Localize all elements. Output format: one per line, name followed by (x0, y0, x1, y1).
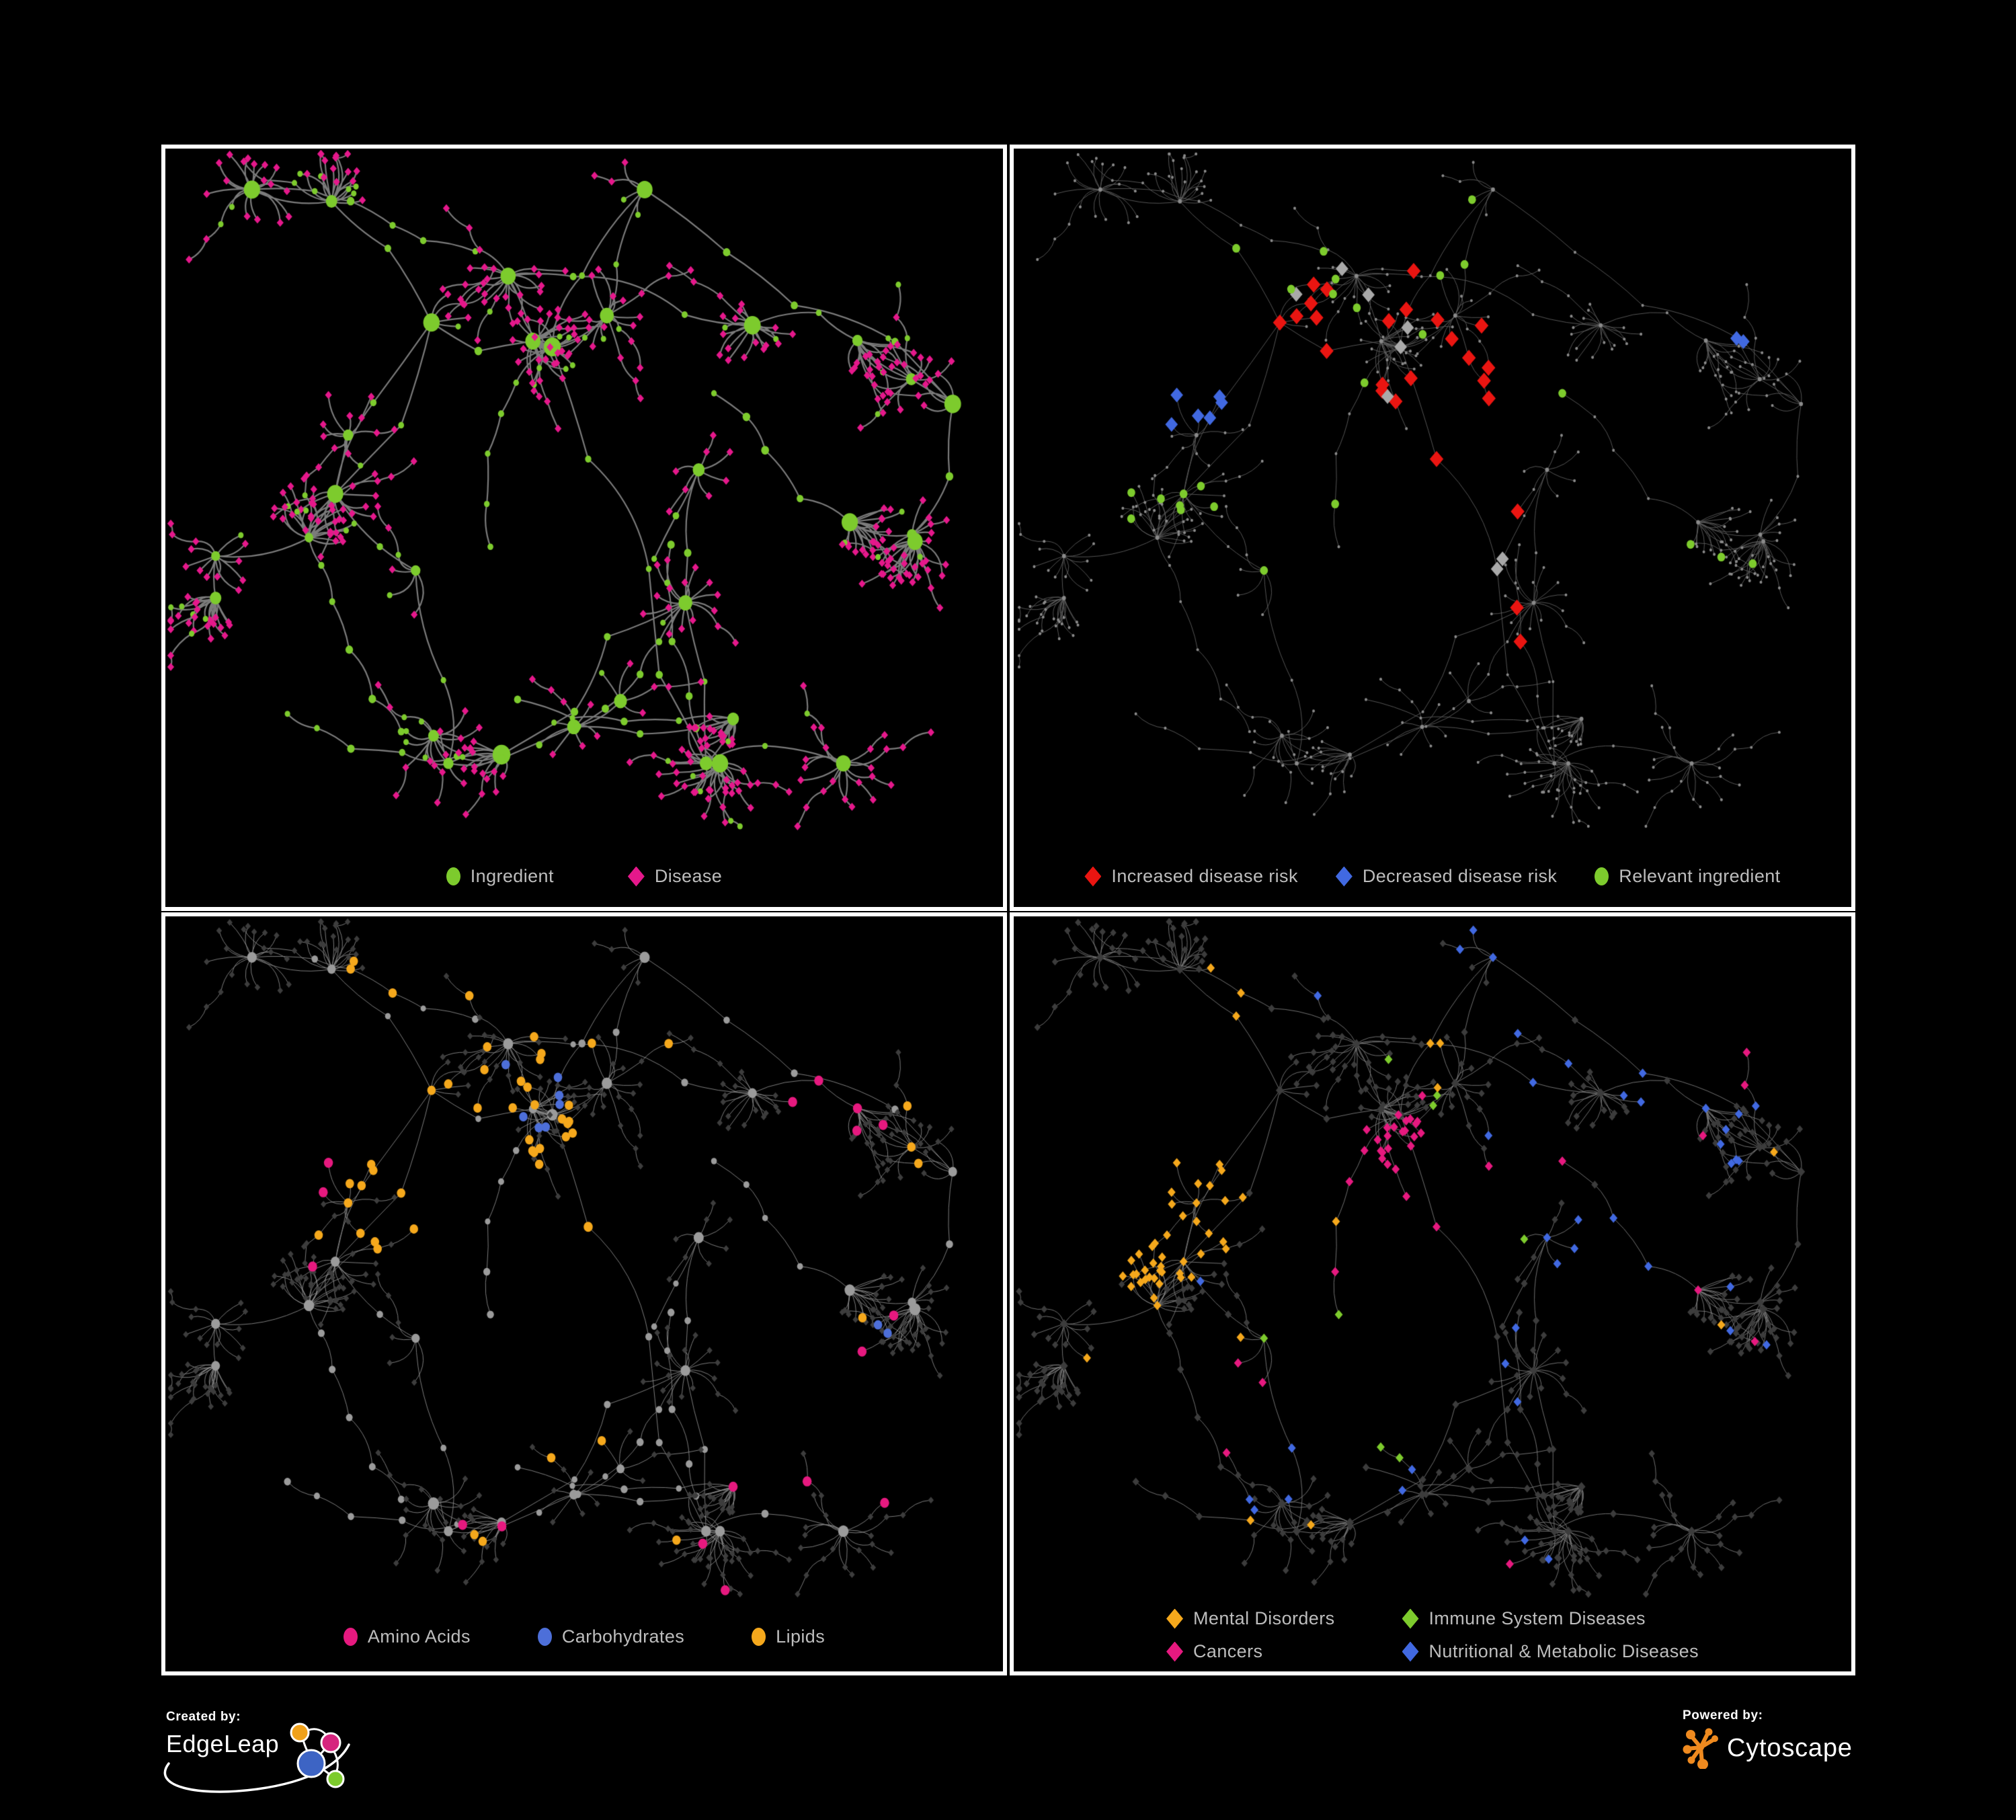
decreased-risk-node-icon (1335, 866, 1353, 887)
panel-nutrient-classes: Amino Acids Carbohydrates Lipids (161, 912, 1007, 1675)
legend-disease-risk: Increased disease risk Decreased disease… (1014, 866, 1851, 887)
legend-item-immune-diseases: Immune System Diseases (1402, 1608, 1699, 1629)
legend-label: Disease (654, 866, 723, 886)
legend-item-decreased-risk: Decreased disease risk (1335, 866, 1558, 887)
edgeleap-swoosh (163, 1743, 350, 1793)
cancers-node-icon (1166, 1641, 1184, 1662)
edgeleap-wordmark: EdgeLeap (166, 1730, 280, 1757)
ingredient-node-icon (446, 867, 460, 885)
network-disease-classes (1014, 916, 1851, 1599)
powered-by-block: Powered by: Cytoscape (1683, 1708, 1898, 1796)
network-nutrient-classes (165, 916, 1003, 1599)
legend-item-increased-risk: Increased disease risk (1084, 866, 1297, 887)
amino-acids-node-icon (343, 1628, 358, 1646)
legend-item-ingredient: Ingredient (446, 866, 554, 887)
edgeleap-logo-icon (290, 1723, 345, 1788)
legend-ingredient-disease: Ingredient Disease (165, 866, 1003, 887)
legend-item-lipids: Lipids (752, 1626, 825, 1647)
legend-label: Amino Acids (367, 1626, 471, 1647)
legend-label: Carbohydrates (561, 1626, 685, 1647)
network-disease-risk (1014, 149, 1851, 832)
legend-label: Immune System Diseases (1428, 1608, 1646, 1628)
legend-label: Mental Disorders (1193, 1608, 1335, 1628)
panel-ingredient-disease: Ingredient Disease (161, 145, 1007, 911)
network-ingredient-disease (165, 149, 1003, 832)
created-by-block: Created by: EdgeLeap (163, 1710, 408, 1804)
increased-risk-node-icon (1084, 866, 1102, 887)
nutritional-metabolic-node-icon (1402, 1641, 1419, 1662)
legend-label: Relevant ingredient (1619, 866, 1781, 886)
panel-disease-classes: Mental Disorders Cancers Immune System D… (1010, 912, 1855, 1675)
disease-node-icon (627, 866, 645, 887)
legend-item-cancers: Cancers (1166, 1641, 1334, 1662)
powered-by-label: Powered by: (1683, 1708, 1763, 1723)
legend-item-disease: Disease (627, 866, 723, 887)
mental-disorders-node-icon (1166, 1608, 1184, 1629)
legend-label: Ingredient (470, 866, 554, 886)
legend-item-nutritional-metabolic: Nutritional & Metabolic Diseases (1402, 1641, 1699, 1662)
relevant-ingredient-node-icon (1595, 867, 1609, 885)
legend-label: Decreased disease risk (1362, 866, 1558, 886)
lipids-node-icon (752, 1628, 766, 1646)
legend-item-carbohydrates: Carbohydrates (537, 1626, 685, 1647)
legend-label: Increased disease risk (1111, 866, 1298, 886)
legend-nutrient-classes: Amino Acids Carbohydrates Lipids (165, 1626, 1003, 1647)
legend-item-mental-disorders: Mental Disorders (1166, 1608, 1334, 1629)
legend-label: Nutritional & Metabolic Diseases (1428, 1641, 1699, 1661)
legend-item-amino-acids: Amino Acids (343, 1626, 471, 1647)
carbohydrates-node-icon (537, 1628, 552, 1646)
legend-disease-classes: Mental Disorders Cancers Immune System D… (1014, 1608, 1851, 1662)
created-by-label: Created by: (166, 1710, 241, 1724)
cytoscape-wordmark: Cytoscape (1727, 1733, 1853, 1762)
legend-item-relevant-ingredient: Relevant ingredient (1595, 866, 1780, 887)
legend-label: Cancers (1193, 1641, 1263, 1661)
panel-disease-risk: Increased disease risk Decreased disease… (1010, 145, 1855, 911)
immune-diseases-node-icon (1402, 1608, 1419, 1629)
legend-label: Lipids (776, 1626, 825, 1647)
cytoscape-logo-icon (1683, 1728, 1718, 1769)
